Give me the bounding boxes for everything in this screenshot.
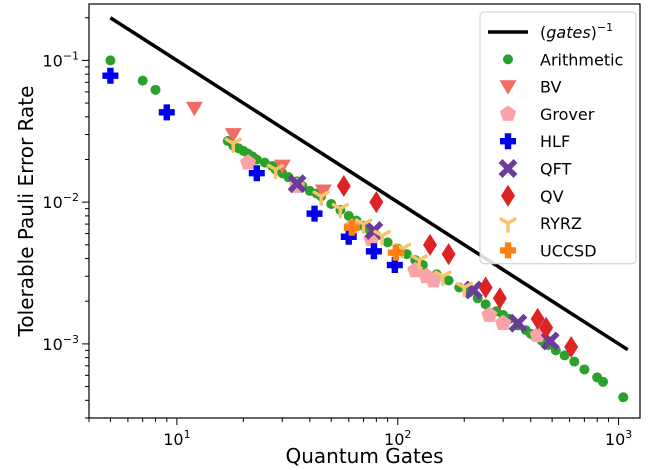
data-point <box>480 299 491 310</box>
data-point <box>336 174 351 197</box>
legend-label-qft: QFT <box>540 160 572 179</box>
y-tick-label: 10−3 <box>42 333 79 354</box>
data-point <box>455 281 473 298</box>
data-point <box>386 257 403 274</box>
data-point <box>579 364 590 375</box>
legend-label-arithmetic: Arithmetic <box>540 50 623 69</box>
data-point <box>331 202 350 219</box>
legend-marker-arithmetic <box>503 54 513 65</box>
data-point <box>481 306 498 322</box>
data-point <box>423 233 438 256</box>
axes: 101 102 103 10−3 10−2 10−1 Quantum Gates Tolera… <box>14 3 641 468</box>
data-point <box>137 75 148 86</box>
series-qv <box>336 174 579 359</box>
data-point <box>158 104 175 121</box>
legend-marker-grover <box>499 105 517 121</box>
legend-marker-qv <box>501 184 515 207</box>
legend-label-qv: QV <box>540 187 564 206</box>
legend-marker-hlf <box>500 133 516 150</box>
series-qft <box>287 174 560 351</box>
x-tick-label: 103 <box>605 428 632 449</box>
series-uccsd <box>343 219 404 261</box>
data-point <box>314 184 332 199</box>
legend-label-ryrz: RYRZ <box>540 214 582 233</box>
series-bv <box>185 101 332 199</box>
data-point <box>478 276 493 299</box>
data-point <box>369 191 384 214</box>
data-point <box>495 314 512 331</box>
data-point <box>224 137 242 154</box>
data-point <box>618 392 629 403</box>
legend-box <box>479 11 637 265</box>
data-point <box>539 316 554 339</box>
data-point <box>239 154 257 170</box>
legend-label-reference: (gates)−1 <box>540 21 613 42</box>
data-point <box>441 243 456 266</box>
data-point <box>248 165 265 182</box>
series-ryrz <box>224 137 473 298</box>
data-point <box>102 67 119 84</box>
legend-marker-qft <box>498 159 518 178</box>
legend-label-grover: Grover <box>540 105 595 124</box>
y-axis-title: Tolerable Pauli Error Rate <box>14 86 38 338</box>
legend: (gates)−1 Arithmetic BV Grover HLF QFT QV RYRZ U… <box>479 11 637 265</box>
data-point <box>410 254 428 270</box>
data-point <box>105 55 116 66</box>
data-point <box>340 228 357 245</box>
data-point <box>373 229 391 246</box>
data-point <box>564 336 579 359</box>
data-point <box>382 237 393 248</box>
data-point <box>492 287 507 310</box>
data-point <box>569 356 580 367</box>
data-point <box>185 101 203 117</box>
data-point <box>287 174 307 194</box>
data-point <box>266 163 285 180</box>
legend-marker-ryrz <box>499 217 517 233</box>
legend-label-hlf: HLF <box>540 132 570 151</box>
series-hlf <box>102 67 403 274</box>
data-point <box>508 313 528 333</box>
plot-frame <box>88 3 641 419</box>
plot-area <box>102 16 629 403</box>
data-point <box>365 243 382 260</box>
data-point <box>530 307 545 330</box>
data-point <box>598 376 609 387</box>
data-point <box>354 218 373 234</box>
x-axis-title: Quantum Gates <box>285 444 443 468</box>
legend-label-bv: BV <box>540 78 561 97</box>
legend-marker-uccsd <box>500 242 516 259</box>
x-tick-label: 102 <box>384 428 411 449</box>
data-point <box>387 244 404 261</box>
data-point <box>401 249 412 260</box>
y-tick-label: 10−1 <box>42 49 79 70</box>
data-point <box>425 272 442 288</box>
reference-line <box>109 16 629 352</box>
data-point <box>434 270 452 287</box>
data-point <box>306 205 323 222</box>
data-point <box>559 350 570 361</box>
data-point <box>443 275 454 286</box>
y-tick-label: 10−2 <box>42 191 79 212</box>
data-point <box>150 84 161 95</box>
x-tick-label: 101 <box>163 428 190 449</box>
data-point <box>343 210 354 221</box>
data-point <box>224 128 242 143</box>
legend-label-uccsd: UCCSD <box>540 241 597 260</box>
data-point <box>312 190 330 207</box>
data-point <box>343 219 360 236</box>
legend-marker-bv <box>499 80 517 95</box>
